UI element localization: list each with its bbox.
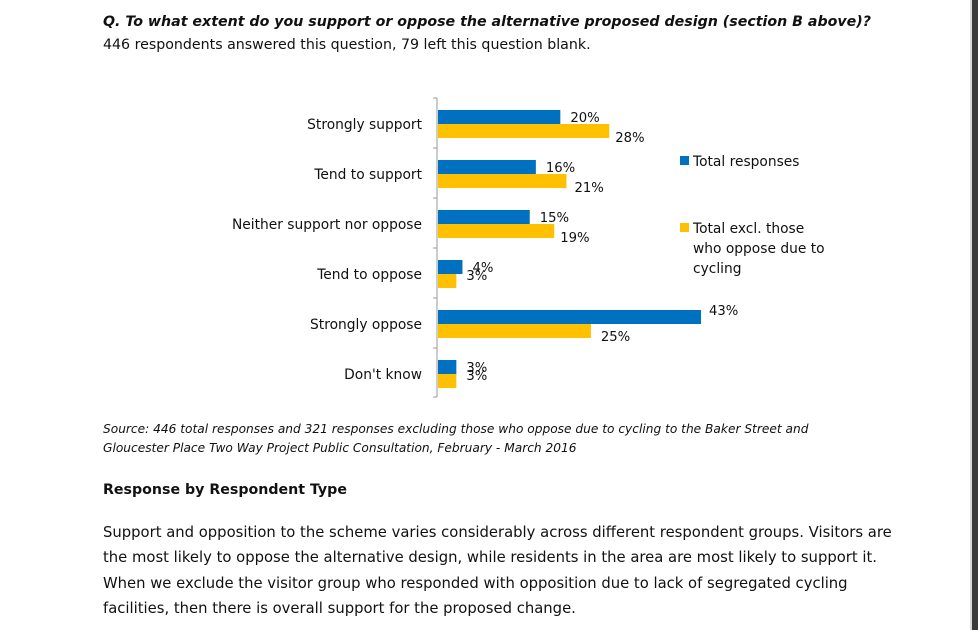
data-label: 19% bbox=[560, 231, 589, 246]
legend-swatch bbox=[680, 223, 689, 232]
data-label: 20% bbox=[570, 111, 599, 126]
category-label: Neither support nor oppose bbox=[232, 217, 422, 233]
category-label: Don't know bbox=[344, 367, 422, 383]
bar-excl bbox=[438, 124, 610, 138]
legend-label: cycling bbox=[693, 261, 742, 277]
bar-excl bbox=[438, 224, 555, 238]
bar-total bbox=[438, 210, 530, 224]
bar-total bbox=[438, 260, 463, 274]
legend-label: Total excl. those bbox=[692, 221, 804, 237]
window-edge-highlight bbox=[970, 0, 972, 630]
bar-total bbox=[438, 110, 561, 124]
data-label: 3% bbox=[466, 369, 487, 384]
bar-excl bbox=[438, 174, 567, 188]
data-label: 3% bbox=[466, 361, 487, 376]
bar-excl bbox=[438, 374, 457, 388]
question-title: Q. To what extent do you support or oppo… bbox=[103, 14, 871, 30]
respondent-count: 446 respondents answered this question, … bbox=[103, 37, 591, 53]
bar-chart: Strongly support 20% 28% Tend to support 16%… bbox=[232, 97, 825, 398]
legend-swatch bbox=[680, 156, 689, 165]
chart-source-note: Source: 446 total responses and 321 resp… bbox=[103, 422, 809, 455]
category-label: Strongly oppose bbox=[310, 317, 422, 333]
section-heading: Response by Respondent Type bbox=[103, 482, 347, 498]
data-label: 15% bbox=[540, 211, 569, 226]
legend-label: who oppose due to bbox=[693, 241, 825, 257]
legend-label: Total responses bbox=[692, 154, 799, 170]
bar-excl bbox=[438, 324, 591, 338]
window-edge bbox=[972, 0, 978, 630]
data-label: 43% bbox=[709, 304, 738, 319]
data-label: 16% bbox=[546, 161, 575, 176]
body-paragraph: Support and opposition to the scheme var… bbox=[103, 524, 892, 618]
data-label: 25% bbox=[601, 330, 630, 345]
category-label: Tend to oppose bbox=[316, 267, 422, 283]
category-label: Strongly support bbox=[307, 117, 422, 133]
bar-total bbox=[438, 160, 536, 174]
category-label: Tend to support bbox=[313, 167, 422, 183]
data-label: 4% bbox=[472, 261, 493, 276]
bar-total bbox=[438, 360, 457, 374]
data-label: 21% bbox=[574, 181, 603, 196]
bar-excl bbox=[438, 274, 457, 288]
bar-total bbox=[438, 310, 701, 324]
data-label: 28% bbox=[615, 131, 644, 146]
data-label: 3% bbox=[466, 269, 487, 284]
